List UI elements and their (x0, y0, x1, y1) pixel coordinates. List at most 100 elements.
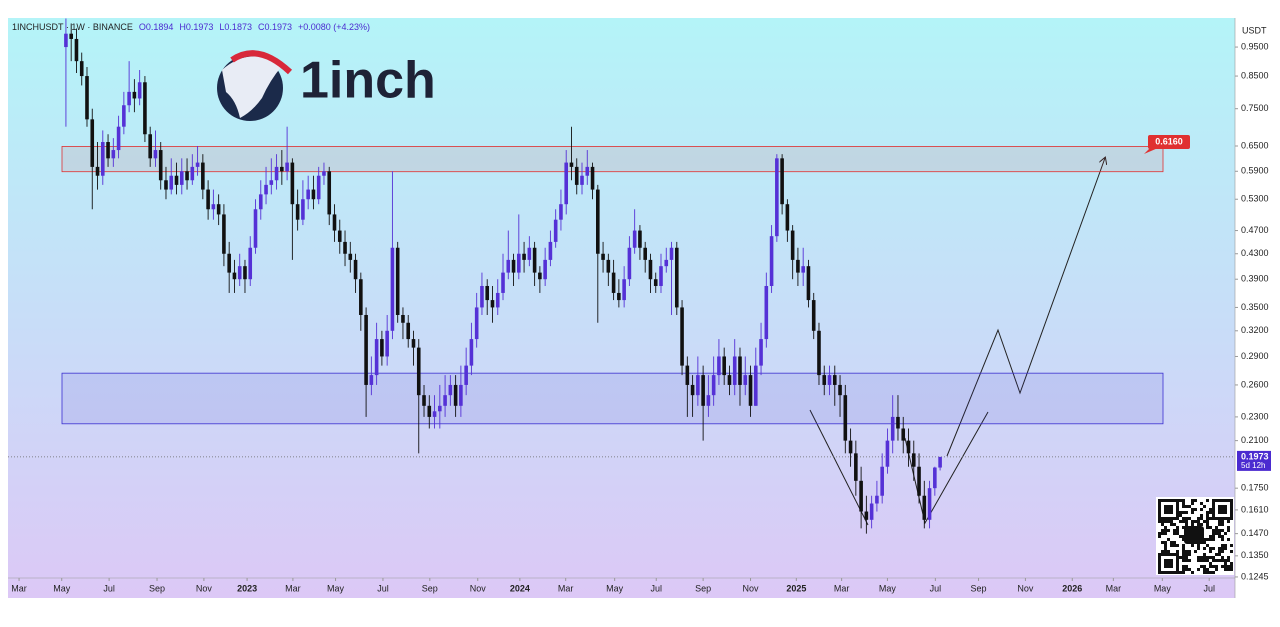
qr-module (1224, 508, 1227, 511)
qr-module (1167, 505, 1170, 508)
qr-module (1212, 502, 1215, 505)
qr-module (1227, 529, 1230, 532)
qr-module (1191, 571, 1194, 574)
candle-body (227, 253, 231, 273)
candle-body (859, 480, 863, 512)
qr-module (1197, 523, 1200, 526)
qr-module (1170, 523, 1173, 526)
qr-module (1164, 547, 1167, 550)
candle-body (632, 230, 637, 248)
qr-module (1221, 517, 1224, 520)
y-tick-label: 0.1245 (1241, 571, 1269, 581)
x-tick-label: Jul (103, 583, 115, 593)
qr-module (1200, 502, 1203, 505)
candle-body (606, 259, 611, 273)
x-tick-label: Sep (971, 583, 987, 593)
qr-module (1224, 568, 1227, 571)
candle-body (569, 162, 574, 167)
qr-module (1176, 517, 1179, 520)
qr-module (1158, 571, 1161, 574)
qr-module (1158, 565, 1161, 568)
candle-body (854, 453, 858, 481)
candle-body (811, 300, 816, 331)
qr-module (1215, 559, 1218, 562)
candle-body (248, 247, 253, 280)
candle-body (706, 395, 711, 406)
qr-module (1182, 559, 1185, 562)
candle-body (485, 285, 490, 301)
plot-background (8, 18, 1235, 598)
candle-body (933, 467, 937, 489)
qr-module (1224, 505, 1227, 508)
qr-module (1158, 508, 1161, 511)
qr-module (1230, 511, 1233, 514)
target-tag (1148, 135, 1190, 150)
y-tick-label: 0.5300 (1241, 194, 1269, 204)
qr-module (1167, 511, 1170, 514)
qr-module (1185, 517, 1188, 520)
qr-module (1194, 550, 1197, 553)
qr-module (1170, 508, 1173, 511)
qr-module (1182, 544, 1185, 547)
x-tick-label: Nov (743, 583, 760, 593)
qr-module (1182, 520, 1185, 523)
candle-body (906, 440, 911, 454)
qr-module (1194, 508, 1197, 511)
candle-body (775, 158, 779, 237)
qr-module (1221, 547, 1224, 550)
candle-body (548, 241, 553, 260)
qr-module (1176, 565, 1179, 568)
qr-module (1164, 529, 1167, 532)
candle-body (580, 175, 584, 185)
candle-body (448, 384, 453, 396)
qr-module (1227, 517, 1230, 520)
qr-module (1182, 550, 1185, 553)
y-tick-label: 0.6500 (1241, 140, 1269, 150)
qr-module (1161, 550, 1164, 553)
qr-module (1218, 520, 1221, 523)
candle-body (406, 322, 411, 340)
qr-module (1167, 538, 1170, 541)
candle-body (364, 314, 368, 385)
candle-body (796, 259, 800, 273)
candle-body (416, 347, 421, 396)
candle-body (243, 266, 247, 280)
qr-module (1209, 550, 1212, 553)
projection-drawings (809, 158, 1105, 526)
qr-module (1200, 559, 1203, 562)
x-tick-label: May (327, 583, 345, 593)
qr-module (1209, 508, 1212, 511)
candle-body (722, 356, 726, 376)
candle-body (564, 162, 569, 205)
candle-body (148, 134, 152, 159)
qr-module (1227, 565, 1230, 568)
qr-module (1194, 520, 1197, 523)
logo-text: 1inch (300, 52, 436, 110)
qr-module (1191, 544, 1194, 547)
qr-module (1182, 556, 1185, 559)
logo-icon-detail (222, 56, 282, 118)
qr-module (1203, 505, 1206, 508)
drawing-line (904, 411, 989, 525)
logo-icon-mane (230, 50, 293, 75)
qr-module (1209, 571, 1212, 574)
x-tick-label: May (606, 583, 624, 593)
qr-module (1209, 526, 1212, 529)
candle-body (506, 259, 511, 273)
qr-module (1164, 508, 1167, 511)
qr-module (1164, 505, 1167, 508)
qr-module (1221, 550, 1224, 553)
candle-body (290, 162, 295, 205)
qr-module (1182, 553, 1185, 556)
candle-body (348, 253, 353, 260)
candle-body (585, 166, 590, 176)
qr-module (1167, 517, 1170, 520)
qr-module (1230, 550, 1233, 553)
y-tick-label: 0.2600 (1241, 379, 1269, 389)
candle-body (690, 384, 695, 396)
x-tick-label: Sep (695, 583, 711, 593)
candle-body (64, 33, 68, 48)
qr-module (1185, 556, 1188, 559)
qr-module (1221, 565, 1224, 568)
qr-module (1185, 550, 1188, 553)
